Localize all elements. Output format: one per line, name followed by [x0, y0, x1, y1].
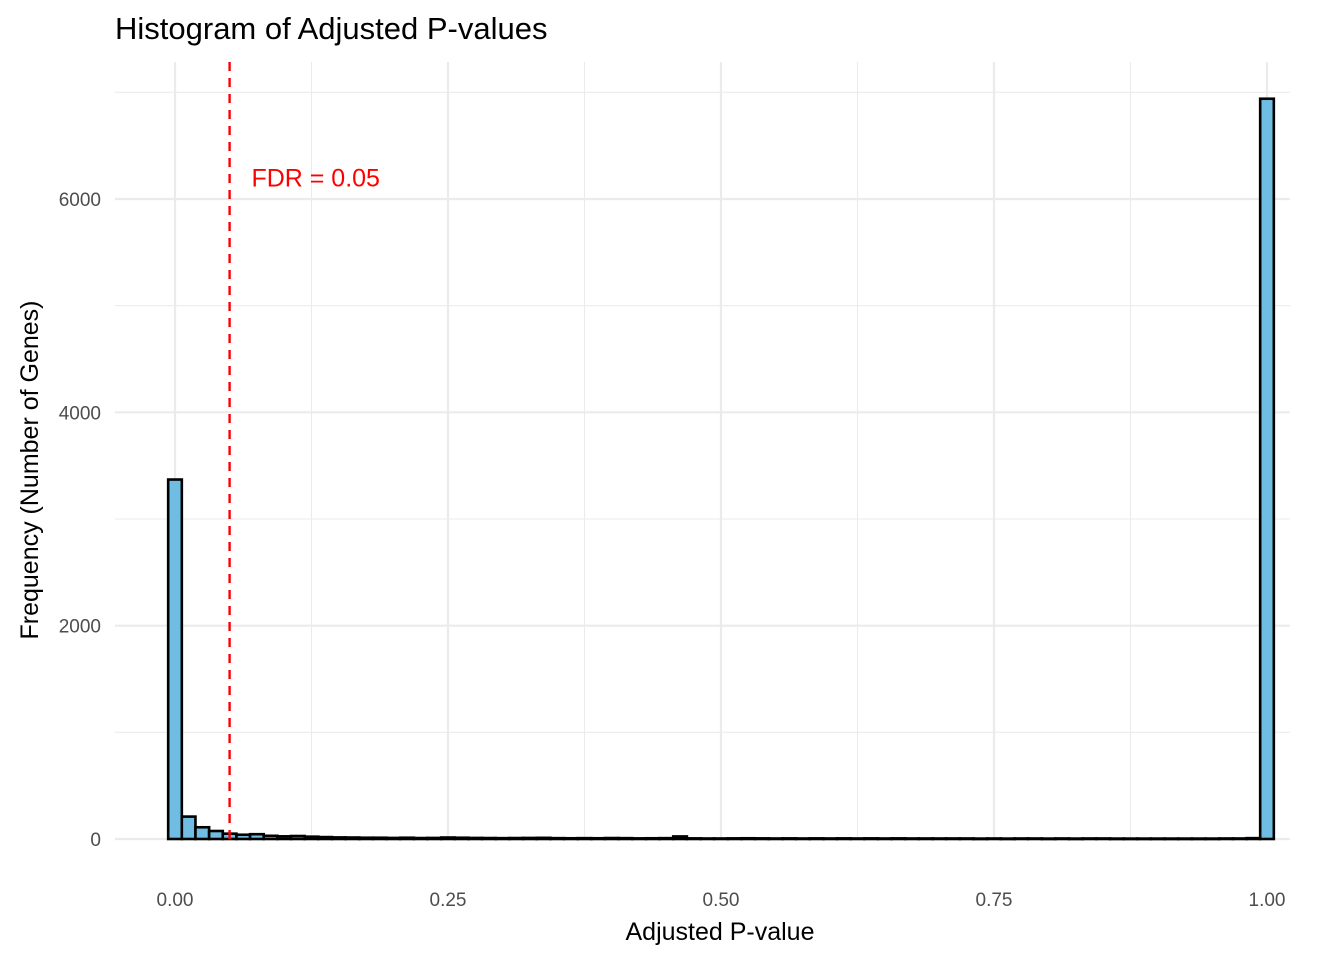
histogram-bar	[917, 837, 934, 841]
histogram-bar	[262, 834, 279, 841]
histogram-bar	[166, 478, 184, 841]
y-tick-label: 6000	[59, 190, 101, 211]
histogram-bar	[644, 836, 661, 841]
y-tick-label: 4000	[59, 403, 101, 424]
histogram-bar	[535, 836, 552, 841]
histogram-bar	[1013, 837, 1030, 841]
x-axis-tick-labels: 0.00 0.25 0.50 0.75 1.00	[157, 890, 1286, 911]
histogram-bar	[630, 837, 648, 841]
x-axis-title: Adjusted P-value	[625, 918, 814, 946]
histogram-bar	[876, 837, 893, 841]
histogram-bar	[453, 836, 470, 841]
histogram-bar	[207, 829, 225, 841]
histogram-bar	[562, 836, 579, 841]
histogram-bar	[1245, 836, 1262, 841]
y-axis-tick-labels: 0 2000 4000 6000	[59, 190, 101, 851]
y-tick-label: 2000	[59, 617, 101, 638]
x-tick-label: 1.00	[1249, 890, 1286, 911]
x-tick-label: 0.00	[157, 890, 194, 911]
histogram-bar	[1204, 837, 1221, 841]
histogram-bar	[1108, 837, 1125, 841]
histogram-bar	[1176, 837, 1194, 841]
histogram-bar	[289, 834, 306, 841]
histogram-bar	[767, 837, 784, 841]
histogram-bar	[330, 836, 347, 841]
histogram-bar	[1149, 837, 1166, 841]
histogram-bar	[412, 836, 429, 841]
histogram-bar	[931, 837, 948, 841]
histogram-bar	[603, 836, 620, 841]
histogram-bar	[1122, 837, 1139, 841]
histogram-bar	[576, 836, 593, 841]
histogram-bar	[248, 832, 266, 841]
histogram-bar	[890, 837, 907, 841]
histogram-bar	[398, 836, 416, 841]
histogram-bar	[1217, 837, 1235, 841]
chart-title: Histogram of Adjusted P-values	[115, 11, 548, 46]
histogram-bar	[344, 836, 361, 841]
histogram-bars	[166, 97, 1276, 841]
histogram-bar	[685, 837, 702, 841]
histogram-bar	[357, 836, 375, 841]
histogram-bar	[590, 836, 607, 841]
histogram-bar	[1067, 837, 1085, 841]
histogram-bar	[1231, 837, 1248, 841]
histogram-bar	[671, 835, 689, 841]
histogram-bar	[276, 835, 293, 841]
histogram-bar	[426, 836, 443, 841]
histogram-bar	[753, 837, 771, 841]
histogram-bar	[740, 836, 757, 841]
histogram-bar	[863, 837, 880, 841]
histogram-bar	[467, 836, 484, 841]
histogram-bar	[903, 837, 921, 841]
histogram-bar	[549, 836, 566, 841]
histogram-bar	[1026, 837, 1044, 841]
histogram-bar	[658, 836, 675, 841]
histogram-bar	[1081, 837, 1098, 841]
histogram-bar	[1190, 837, 1207, 841]
histogram-bar	[999, 837, 1016, 841]
histogram-bar	[822, 837, 839, 841]
histogram-bar	[835, 837, 852, 841]
y-tick-label: 0	[90, 830, 101, 851]
fdr-annotation: FDR = 0.05	[251, 165, 380, 193]
histogram-bar	[303, 835, 320, 841]
histogram-bar	[508, 836, 525, 841]
histogram-bar	[985, 837, 1003, 841]
histogram-bar	[180, 815, 197, 841]
histogram-bar	[1095, 837, 1112, 841]
histogram-bar	[699, 837, 716, 841]
histogram-bar	[317, 835, 334, 841]
histogram-bar	[480, 836, 498, 841]
histogram-bar	[521, 836, 539, 841]
y-axis-title: Frequency (Number of Genes)	[16, 300, 44, 639]
histogram-bar	[617, 836, 634, 841]
histogram-bar	[972, 837, 989, 841]
histogram-bar	[371, 836, 388, 841]
histogram-bar	[1040, 837, 1057, 841]
histogram-bar	[849, 837, 866, 841]
x-tick-label: 0.75	[976, 890, 1013, 911]
histogram-bar	[494, 836, 511, 841]
histogram-bar	[712, 837, 730, 841]
histogram-bar	[235, 833, 252, 841]
histogram-bar	[958, 837, 975, 841]
histogram-bar	[1163, 837, 1180, 841]
histogram-bar	[194, 825, 211, 841]
histogram-bar	[1136, 837, 1153, 841]
x-tick-label: 0.50	[703, 890, 740, 911]
histogram-bar	[944, 837, 962, 841]
histogram-bar	[385, 836, 402, 841]
histogram-bar	[439, 836, 457, 841]
histogram-bar	[794, 837, 812, 841]
histogram-bar	[781, 837, 798, 841]
histogram-bar	[808, 837, 825, 841]
histogram-bar	[1054, 837, 1071, 841]
histogram-bar	[726, 837, 743, 841]
histogram-bar	[1258, 97, 1276, 841]
x-tick-label: 0.25	[430, 890, 467, 911]
